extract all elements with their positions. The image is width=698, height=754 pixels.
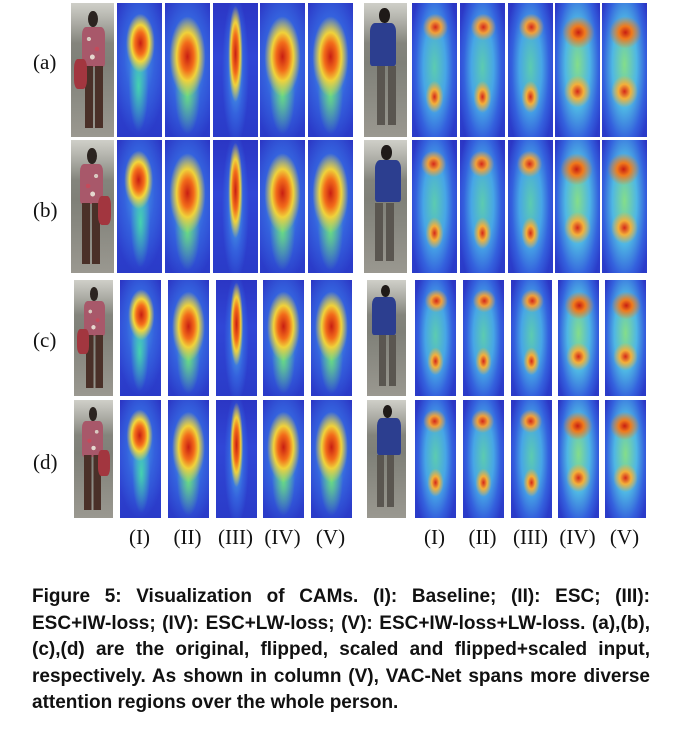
cam-heatmap-group2-row-d-col-3 xyxy=(511,400,552,518)
cam-heatmap-group2-row-c-col-3 xyxy=(511,280,552,396)
cam-heatmap-group1-row-d-col-2 xyxy=(168,400,209,518)
cam-heatmap-group1-row-a-col-4 xyxy=(260,3,305,137)
column-label-group2-3: (III) xyxy=(513,525,548,549)
cam-heatmap-group2-row-d-col-4 xyxy=(558,400,599,518)
row-label-c: (c) xyxy=(33,328,57,352)
input-photo-group1-row-a xyxy=(71,3,114,137)
cam-heatmap-group1-row-b-col-2 xyxy=(165,140,210,273)
cam-heatmap-group1-row-c-col-1 xyxy=(120,280,161,396)
column-label-group1-2: (II) xyxy=(173,525,202,549)
cam-visualization-figure: (a) (b) (c) (d) (I) (II) (III) (IV) (V) (I) (II) (I… xyxy=(0,0,698,560)
cam-heatmap-group1-row-a-col-1 xyxy=(117,3,162,137)
cam-heatmap-group2-row-a-col-1 xyxy=(412,3,457,137)
cam-heatmap-group1-row-c-col-3 xyxy=(216,280,257,396)
cam-heatmap-group2-row-b-col-5 xyxy=(602,140,647,273)
input-photo-group1-row-d xyxy=(74,400,113,518)
input-photo-group2-row-a xyxy=(364,3,407,137)
cam-heatmap-group1-row-a-col-3 xyxy=(213,3,258,137)
cam-heatmap-group1-row-b-col-4 xyxy=(260,140,305,273)
cam-heatmap-group1-row-d-col-1 xyxy=(120,400,161,518)
cam-heatmap-group2-row-c-col-4 xyxy=(558,280,599,396)
cam-heatmap-group1-row-a-col-2 xyxy=(165,3,210,137)
cam-heatmap-group2-row-d-col-5 xyxy=(605,400,646,518)
cam-heatmap-group1-row-c-col-4 xyxy=(263,280,304,396)
column-label-group1-4: (IV) xyxy=(264,525,301,549)
cam-heatmap-group2-row-c-col-1 xyxy=(415,280,456,396)
cam-heatmap-group2-row-d-col-1 xyxy=(415,400,456,518)
column-label-group1-1: (I) xyxy=(129,525,150,549)
cam-heatmap-group2-row-a-col-4 xyxy=(555,3,600,137)
cam-heatmap-group1-row-a-col-5 xyxy=(308,3,353,137)
cam-heatmap-group1-row-c-col-2 xyxy=(168,280,209,396)
figure-caption: Figure 5: Visualization of CAMs. (I): Ba… xyxy=(32,586,650,713)
cam-heatmap-group1-row-b-col-5 xyxy=(308,140,353,273)
cam-heatmap-group2-row-b-col-1 xyxy=(412,140,457,273)
cam-heatmap-group1-row-d-col-4 xyxy=(263,400,304,518)
cam-heatmap-group2-row-c-col-2 xyxy=(463,280,504,396)
cam-heatmap-group2-row-c-col-5 xyxy=(605,280,646,396)
column-label-group1-5: (V) xyxy=(315,525,346,549)
cam-heatmap-group1-row-b-col-1 xyxy=(117,140,162,273)
cam-heatmap-group2-row-a-col-2 xyxy=(460,3,505,137)
cam-heatmap-group2-row-a-col-5 xyxy=(602,3,647,137)
column-label-group2-4: (IV) xyxy=(559,525,596,549)
column-label-group2-2: (II) xyxy=(468,525,497,549)
input-photo-group2-row-b xyxy=(364,140,407,273)
input-photo-group2-row-c xyxy=(367,280,406,396)
cam-heatmap-group2-row-b-col-2 xyxy=(460,140,505,273)
cam-heatmap-group2-row-b-col-3 xyxy=(508,140,553,273)
cam-heatmap-group1-row-d-col-5 xyxy=(311,400,352,518)
cam-heatmap-group1-row-d-col-3 xyxy=(216,400,257,518)
row-label-b: (b) xyxy=(33,198,58,222)
cam-heatmap-group1-row-c-col-5 xyxy=(311,280,352,396)
input-photo-group1-row-b xyxy=(71,140,114,273)
cam-heatmap-group1-row-b-col-3 xyxy=(213,140,258,273)
row-label-d: (d) xyxy=(33,450,58,474)
row-label-a: (a) xyxy=(33,50,57,74)
column-label-group1-3: (III) xyxy=(218,525,253,549)
cam-heatmap-group2-row-d-col-2 xyxy=(463,400,504,518)
column-label-group2-1: (I) xyxy=(424,525,445,549)
column-label-group2-5: (V) xyxy=(609,525,640,549)
cam-heatmap-group2-row-a-col-3 xyxy=(508,3,553,137)
input-photo-group2-row-d xyxy=(367,400,406,518)
input-photo-group1-row-c xyxy=(74,280,113,396)
cam-heatmap-group2-row-b-col-4 xyxy=(555,140,600,273)
